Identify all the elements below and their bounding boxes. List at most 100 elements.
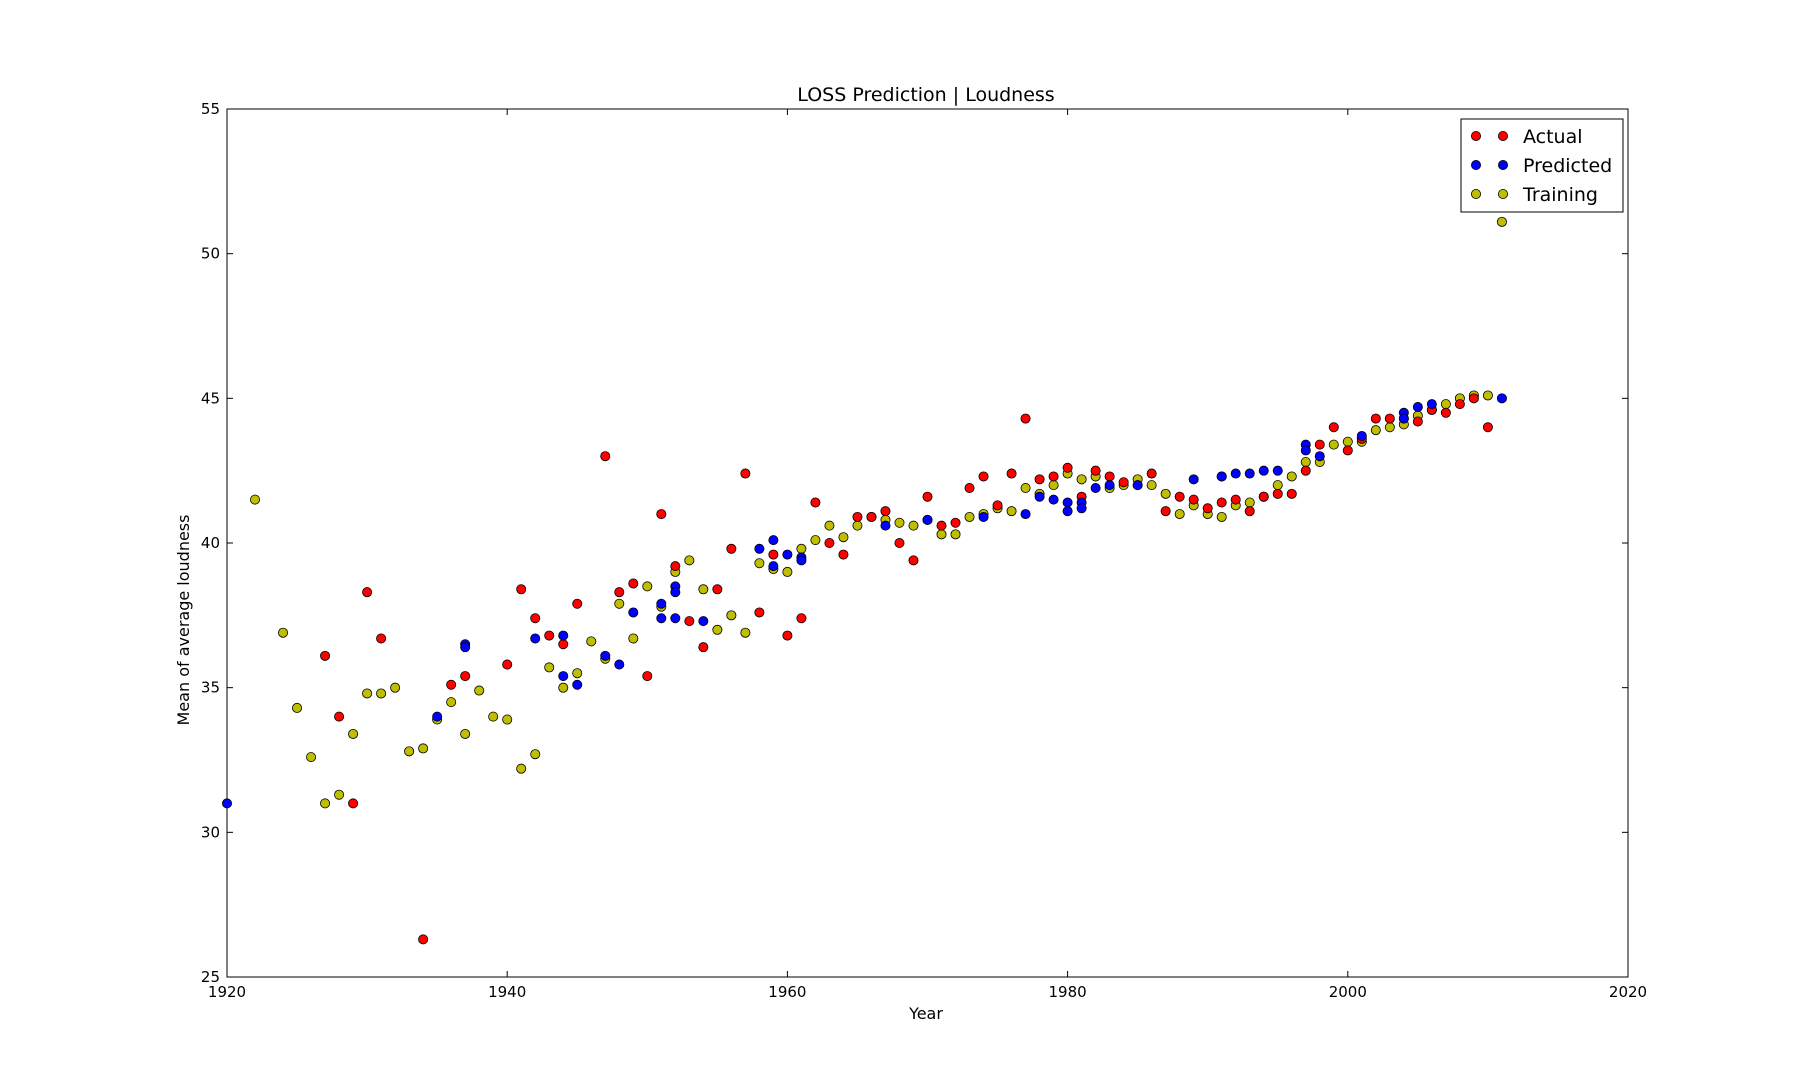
data-point-training: [1146, 480, 1157, 491]
x-tick-label: 1920: [208, 983, 246, 1001]
data-point-actual: [1272, 488, 1283, 499]
data-point-training: [320, 798, 331, 809]
legend-marker-actual: [1471, 130, 1482, 141]
data-point-actual: [824, 538, 835, 549]
data-point-actual: [1258, 491, 1269, 502]
data-point-predicted: [1062, 497, 1073, 508]
data-point-predicted: [656, 598, 667, 609]
data-point-training: [1076, 474, 1087, 485]
data-point-predicted: [558, 630, 569, 641]
data-point-training: [1174, 509, 1185, 520]
data-point-training: [964, 511, 975, 522]
data-point-actual: [320, 650, 331, 661]
data-point-actual: [1104, 471, 1115, 482]
data-point-predicted: [1020, 509, 1031, 520]
data-point-predicted: [978, 511, 989, 522]
data-point-training: [306, 752, 317, 763]
data-point-training: [348, 728, 359, 739]
data-point-predicted: [1356, 430, 1367, 441]
data-point-actual: [992, 500, 1003, 511]
data-point-actual: [530, 613, 541, 624]
legend-label-predicted: Predicted: [1523, 155, 1612, 177]
data-point-training: [1020, 483, 1031, 494]
data-point-actual: [656, 509, 667, 520]
data-point-training: [936, 529, 947, 540]
data-point-actual: [1230, 494, 1241, 505]
data-point-training: [530, 749, 541, 760]
data-point-training: [572, 668, 583, 679]
x-tick-label: 1960: [768, 983, 806, 1001]
data-point-training: [684, 555, 695, 566]
data-point-actual: [1342, 445, 1353, 456]
plot-area: [221, 108, 1629, 978]
axis-ticks: 1920 1940 1960 1980 2000 2020 25 30 35 40 45 50 55: [201, 100, 1647, 1001]
x-tick-label: 2020: [1609, 983, 1647, 1001]
data-point-actual: [1216, 497, 1227, 508]
data-point-actual: [362, 587, 373, 598]
y-tick-label: 30: [201, 823, 220, 841]
data-point-actual: [1118, 477, 1129, 488]
data-point-actual: [348, 798, 359, 809]
data-point-training: [1440, 399, 1451, 410]
data-point-training: [292, 702, 303, 713]
data-point-actual: [1328, 422, 1339, 433]
legend-marker-predicted: [1498, 159, 1509, 170]
data-point-predicted: [1314, 451, 1325, 462]
data-point-actual: [334, 711, 345, 722]
data-point-actual: [1244, 506, 1255, 517]
data-point-actual: [446, 679, 457, 690]
data-point-predicted: [754, 543, 765, 554]
data-point-actual: [1048, 471, 1059, 482]
data-point-training: [614, 598, 625, 609]
data-point-actual: [516, 584, 527, 595]
data-point-actual: [1202, 503, 1213, 514]
data-point-actual: [936, 520, 947, 531]
data-point-actual: [950, 517, 961, 528]
y-tick-label: 25: [201, 968, 220, 986]
series-predicted: [221, 393, 1507, 809]
data-point-training: [810, 535, 821, 546]
data-point-actual: [418, 934, 429, 945]
data-point-actual: [502, 659, 513, 670]
data-point-actual: [922, 491, 933, 502]
legend-marker-training: [1498, 188, 1509, 199]
data-point-predicted: [1398, 413, 1409, 424]
data-point-training: [446, 697, 457, 708]
x-tick-label: 1940: [488, 983, 526, 1001]
data-point-training: [1496, 216, 1507, 227]
data-point-actual: [1482, 422, 1493, 433]
data-point-actual: [572, 598, 583, 609]
legend-label-training: Training: [1522, 184, 1598, 206]
data-point-actual: [1286, 488, 1297, 499]
data-point-actual: [1146, 468, 1157, 479]
y-axis-label: Mean of average loudness: [174, 515, 193, 726]
data-point-training: [824, 520, 835, 531]
data-point-predicted: [628, 607, 639, 618]
data-point-predicted: [782, 549, 793, 560]
data-point-predicted: [1188, 474, 1199, 485]
data-point-actual: [1468, 393, 1479, 404]
data-point-training: [488, 711, 499, 722]
data-point-actual: [978, 471, 989, 482]
data-point-actual: [796, 613, 807, 624]
data-point-training: [698, 584, 709, 595]
data-point-actual: [1454, 399, 1465, 410]
data-point-predicted: [1216, 471, 1227, 482]
data-point-actual: [908, 555, 919, 566]
data-point-predicted: [1034, 491, 1045, 502]
data-point-training: [712, 624, 723, 635]
data-point-actual: [768, 549, 779, 560]
y-tick-label: 50: [201, 245, 220, 263]
data-point-predicted: [796, 555, 807, 566]
data-point-predicted: [768, 535, 779, 546]
data-point-actual: [1090, 465, 1101, 476]
data-point-actual: [376, 633, 387, 644]
data-point-training: [754, 558, 765, 569]
data-point-predicted: [572, 679, 583, 690]
data-point-predicted: [600, 650, 611, 661]
data-point-training: [1244, 497, 1255, 508]
data-point-training: [502, 714, 513, 725]
data-point-training: [1048, 480, 1059, 491]
data-point-actual: [670, 561, 681, 572]
